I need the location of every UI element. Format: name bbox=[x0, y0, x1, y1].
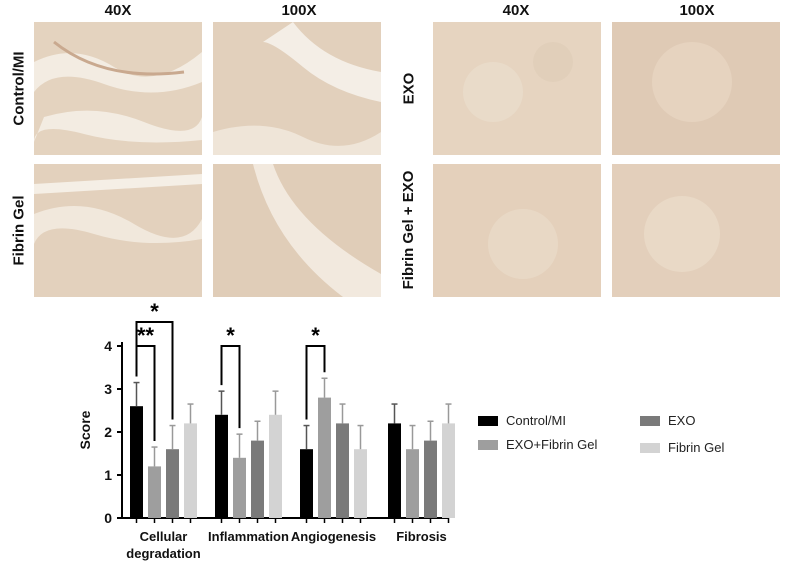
row-label-fibrin-gel-exo: Fibrin Gel + EXO bbox=[400, 170, 417, 290]
col-label-100x-right: 100X bbox=[679, 2, 715, 19]
micrograph-exo-40x bbox=[433, 22, 601, 155]
bar bbox=[406, 449, 419, 518]
bar bbox=[318, 397, 331, 518]
col-label-40x-right: 40X bbox=[502, 2, 530, 19]
significance-label: * bbox=[150, 299, 159, 324]
micrograph-exo-100x bbox=[612, 22, 780, 155]
y-tick-label: 1 bbox=[104, 467, 112, 483]
bar bbox=[354, 449, 367, 518]
significance-label: * bbox=[226, 323, 235, 348]
legend-label: EXO bbox=[668, 413, 696, 428]
legend-swatch bbox=[478, 439, 498, 450]
row-label-fibrin-gel: Fibrin Gel bbox=[10, 195, 28, 266]
bar bbox=[424, 440, 437, 518]
micrograph-control-40x bbox=[34, 22, 202, 155]
x-category-label: degradation bbox=[126, 546, 200, 561]
legend-label: Fibrin Gel bbox=[668, 440, 725, 455]
micrograph-fibrin-exo-100x bbox=[612, 164, 780, 297]
legend-exo: EXO bbox=[640, 413, 695, 428]
bar bbox=[269, 414, 282, 518]
micrograph-fibrin-100x bbox=[213, 164, 381, 297]
bar bbox=[442, 423, 455, 518]
legend-exo-fibrin: EXO+Fibrin Gel bbox=[478, 437, 597, 452]
col-label-40x-left: 40X bbox=[104, 2, 132, 19]
x-category-label: Fibrosis bbox=[396, 529, 447, 544]
bar bbox=[336, 423, 349, 518]
bar bbox=[166, 449, 179, 518]
legend-swatch bbox=[640, 415, 660, 426]
significance-bracket bbox=[135, 321, 174, 420]
bar bbox=[251, 440, 264, 518]
y-tick-label: 0 bbox=[104, 510, 112, 526]
legend-swatch bbox=[640, 442, 660, 453]
micrograph-control-100x bbox=[213, 22, 381, 155]
significance-bracket bbox=[220, 345, 241, 429]
legend-swatch bbox=[478, 415, 498, 426]
bar bbox=[300, 449, 313, 518]
x-category-label: Cellular bbox=[140, 529, 188, 544]
x-category-label: Inflammation bbox=[208, 529, 289, 544]
bar bbox=[388, 423, 401, 518]
micrograph-fibrin-40x bbox=[34, 164, 202, 297]
legend-label: Control/MI bbox=[506, 413, 566, 428]
row-label-control-mi: Control/MI bbox=[10, 51, 28, 126]
bar bbox=[215, 414, 228, 518]
y-tick-label: 4 bbox=[104, 338, 112, 354]
micrograph-fibrin-exo-40x bbox=[433, 164, 601, 297]
row-label-exo: EXO bbox=[400, 72, 418, 105]
legend-control-mi: Control/MI bbox=[478, 413, 566, 428]
bar bbox=[148, 466, 161, 518]
bar bbox=[130, 406, 143, 518]
bar bbox=[233, 457, 246, 518]
bar bbox=[184, 423, 197, 518]
y-tick-label: 2 bbox=[104, 424, 112, 440]
significance-label: ** bbox=[137, 323, 155, 348]
x-category-label: Angiogenesis bbox=[291, 529, 376, 544]
bar-chart: 0 1 2 3 4 Cellular degradation Inflammation Angi… bbox=[77, 299, 455, 561]
legend-label: EXO+Fibrin Gel bbox=[506, 437, 598, 452]
significance-bracket bbox=[305, 345, 326, 420]
significance-label: * bbox=[311, 323, 320, 348]
y-tick-label: 3 bbox=[104, 381, 112, 397]
col-label-100x-left: 100X bbox=[281, 2, 317, 19]
legend-fibrin-gel: Fibrin Gel bbox=[640, 440, 724, 455]
y-axis-label: Score bbox=[77, 410, 93, 449]
